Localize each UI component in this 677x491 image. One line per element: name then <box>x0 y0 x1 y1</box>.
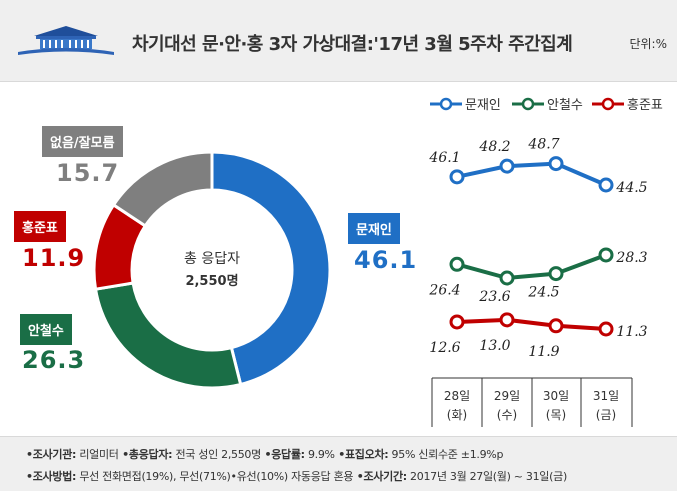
data-label-moon-2: 48.7 <box>527 137 559 153</box>
data-label-ahn-3: 28.3 <box>615 250 647 266</box>
data-point-ahn-2 <box>548 266 564 282</box>
data-point-moon-1 <box>499 158 515 174</box>
data-point-ahn-3 <box>598 247 614 263</box>
blue-house-logo-icon <box>18 26 114 55</box>
data-point-hong-1 <box>499 312 515 328</box>
footer-val-agency: 리얼미터 <box>76 448 119 461</box>
survey-info-footer: •조사기관: 리얼미터 •총응답자: 전국 성인 2,550명 •응답률: 9.… <box>0 436 677 491</box>
data-point-hong-3 <box>598 321 614 337</box>
legend: 문재인 안철수 홍준표 <box>430 97 663 113</box>
data-point-moon-3 <box>598 177 614 193</box>
data-point-ahn-0 <box>449 256 465 272</box>
x-tick-day-0: 28일 <box>444 389 470 403</box>
donut-slice-none <box>111 150 214 228</box>
page-title: 차기대선 문·안·홍 3자 가상대결:'17년 3월 5주차 주간집계 <box>132 34 573 55</box>
data-point-moon-0 <box>449 169 465 185</box>
slice-value-ahn: 26.3 <box>22 346 86 374</box>
data-label-moon-0: 46.1 <box>428 150 460 166</box>
center-label-count: 2,550명 <box>185 274 239 289</box>
footer-line-2: •조사방법: 무선 전화면접(19%), 무선(71%)•유선(10%) 자동응… <box>26 468 567 484</box>
footer-val-method: 무선 전화면접(19%), 무선(71%)•유선(10%) 자동응답 혼용 <box>76 470 354 483</box>
data-label-ahn-0: 26.4 <box>428 282 460 298</box>
x-tick-weekday-2: (목) <box>546 408 566 422</box>
donut-chart-area: 총 응답자 2,550명 문재인 46.1 안철수 26.3 홍준표 11.9 … <box>0 96 420 426</box>
data-label-moon-3: 44.5 <box>615 180 647 196</box>
data-label-moon-1: 48.2 <box>478 139 510 155</box>
donut-slice-ahn <box>93 281 243 390</box>
data-label-ahn-2: 24.5 <box>527 285 559 301</box>
x-tick-day-2: 30일 <box>543 389 569 403</box>
slice-label-none: 없음/잘모름 <box>42 126 123 157</box>
footer-key-period: •조사기간: <box>353 470 407 483</box>
slice-label-ahn: 안철수 <box>20 314 72 345</box>
footer-val-response-rate: 9.9% <box>304 448 335 461</box>
slice-label-hong: 홍준표 <box>14 211 66 242</box>
donut-slice-moon <box>210 150 332 387</box>
header-bar: 차기대선 문·안·홍 3자 가상대결:'17년 3월 5주차 주간집계 단위:% <box>0 0 677 82</box>
data-label-hong-0: 12.6 <box>429 340 460 356</box>
legend-item-hong: 홍준표 <box>592 97 663 113</box>
unit-label: 단위:% <box>629 37 667 51</box>
x-tick-weekday-1: (수) <box>497 408 517 422</box>
footer-key-margin: •표집오차: <box>334 448 389 461</box>
slice-value-none: 15.7 <box>56 159 120 187</box>
donut-chart <box>92 150 332 390</box>
x-tick-weekday-3: (금) <box>596 408 616 422</box>
footer-val-respondents: 전국 성인 2,550명 <box>172 448 261 461</box>
data-point-ahn-1 <box>499 270 515 286</box>
slice-value-hong: 11.9 <box>22 244 86 272</box>
footer-key-respondents: •총응답자: <box>118 448 173 461</box>
series-line-moon <box>456 161 607 187</box>
series-line-ahn <box>456 253 607 280</box>
legend-label-hong: 홍준표 <box>627 98 663 113</box>
slice-label-moon: 문재인 <box>348 213 400 244</box>
donut-center-label: 총 응답자 2,550명 <box>160 248 264 289</box>
x-tick-weekday-0: (화) <box>447 408 467 422</box>
data-label-hong-2: 11.9 <box>528 344 559 360</box>
x-tick-day-1: 29일 <box>494 389 520 403</box>
data-label-hong-1: 13.0 <box>479 338 510 354</box>
footer-line-1: •조사기관: 리얼미터 •총응답자: 전국 성인 2,550명 •응답률: 9.… <box>26 446 503 462</box>
footer-key-response-rate: •응답률: <box>260 448 305 461</box>
legend-item-ahn: 안철수 <box>512 97 583 113</box>
footer-val-margin: 95% 신뢰수준 ±1.9%p <box>388 448 504 461</box>
footer-key-method: •조사방법: <box>26 470 77 483</box>
series-line-hong <box>456 317 607 331</box>
legend-item-moon: 문재인 <box>430 97 501 113</box>
data-point-moon-2 <box>548 156 564 172</box>
slice-value-moon: 46.1 <box>354 246 418 274</box>
legend-label-ahn: 안철수 <box>547 98 583 113</box>
data-label-ahn-1: 23.6 <box>478 289 510 305</box>
data-point-hong-2 <box>548 318 564 334</box>
center-label-title: 총 응답자 <box>184 251 240 267</box>
footer-val-period: 2017년 3월 27일(월) ~ 31일(금) <box>406 470 567 483</box>
data-label-hong-3: 11.3 <box>616 324 647 340</box>
x-tick-day-3: 31일 <box>593 389 619 403</box>
footer-key-agency: •조사기관: <box>26 448 77 461</box>
legend-label-moon: 문재인 <box>465 98 501 113</box>
trend-line-chart: 문재인 안철수 홍준표 46.1 48.2 48.7 44.5 26.4 23.6 24.5… <box>428 97 663 427</box>
data-point-hong-0 <box>449 314 465 330</box>
